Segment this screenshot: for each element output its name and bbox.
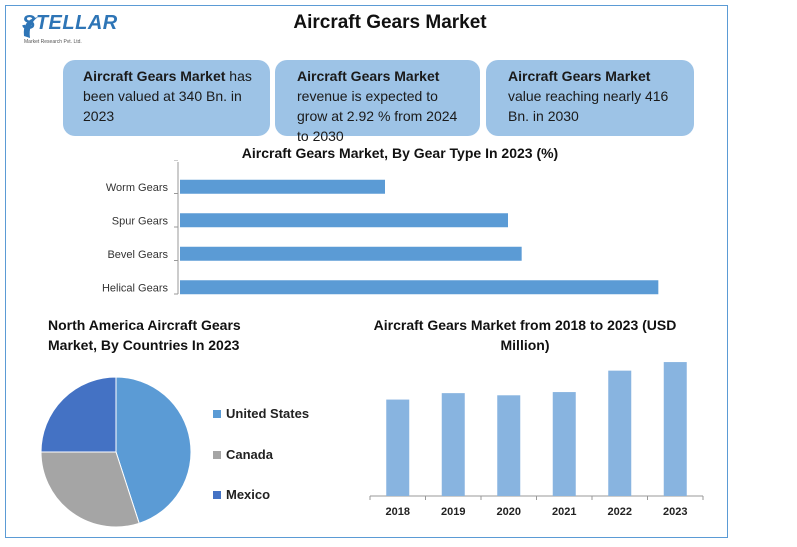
yearly-chart-title: Aircraft Gears Market from 2018 to 2023 …	[373, 317, 677, 353]
legend-item-canada: Canada	[213, 447, 273, 462]
bar-worm-gears	[180, 179, 385, 194]
bar-bevel-gears	[180, 246, 522, 261]
stat-card-text: has been valued at 340 Bn. in 2023	[83, 68, 252, 124]
stat-card-text: value reaching nearly 416 Bn. in 2030	[508, 88, 669, 124]
category-label: Helical Gears	[102, 282, 169, 294]
stat-card-bold: Aircraft Gears Market	[83, 68, 226, 84]
gear-type-chart-title: Aircraft Gears Market, By Gear Type In 2…	[241, 145, 559, 161]
year-label: 2018	[386, 506, 410, 518]
legend-swatch	[213, 490, 221, 499]
category-label: Spur Gears	[112, 215, 169, 227]
stat-card-growth: Aircraft Gears Market revenue is expecte…	[275, 60, 480, 144]
year-label: 2020	[497, 506, 521, 518]
logo-subtext: Market Research Pvt. Ltd.	[24, 39, 82, 45]
legend-item-mexico: Mexico	[213, 487, 270, 502]
stat-card-valuation: Aircraft Gears Market has been valued at…	[63, 60, 270, 136]
bar-helical-gears	[180, 280, 659, 295]
column-2022	[608, 370, 632, 496]
countries-pie-chart	[40, 376, 192, 528]
legend-item-united-states: United States	[213, 406, 309, 421]
bar-spur-gears	[180, 213, 508, 228]
stat-card-bold: Aircraft Gears Market	[508, 68, 651, 84]
column-2021	[552, 392, 576, 496]
logo-text: STELLAR	[22, 12, 118, 34]
stat-card-text: revenue is expected to grow at 2.92 % fr…	[297, 88, 458, 144]
legend-swatch	[213, 409, 221, 418]
year-label: 2019	[441, 506, 465, 518]
gear-type-bar-chart: Worm Gears Spur Gears Bevel Gears Helical G…	[102, 160, 659, 295]
pie-slice-united-states	[115, 376, 192, 524]
legend-label: United States	[226, 406, 310, 421]
column-2019	[441, 393, 465, 496]
infographic-frame	[5, 5, 728, 538]
year-label: 2023	[663, 506, 687, 518]
category-label: Worm Gears	[106, 182, 169, 194]
countries-chart-title: North America Aircraft Gears Market, By …	[48, 317, 241, 353]
stat-card-forecast: Aircraft Gears Market value reaching nea…	[486, 60, 694, 136]
year-label: 2022	[608, 506, 632, 518]
column-2020	[497, 395, 521, 496]
page-title: Aircraft Gears Market	[293, 12, 487, 33]
stellar-logo: STELLAR Market Research Pvt. Ltd.	[22, 10, 117, 56]
legend-label: Canada	[226, 447, 273, 462]
pie-slice-mexico	[40, 376, 117, 453]
legend-swatch	[213, 450, 221, 459]
stat-card-bold: Aircraft Gears Market	[297, 68, 440, 84]
column-2018	[386, 399, 410, 496]
yearly-column-chart: 2018 2019 2020 2021 2022 2023	[369, 362, 704, 518]
year-label: 2021	[552, 506, 576, 518]
column-2023	[663, 362, 687, 496]
category-label: Bevel Gears	[107, 249, 168, 261]
logo-swoosh-icon	[23, 17, 38, 38]
pie-slice-canada	[40, 451, 140, 528]
legend-label: Mexico	[226, 487, 271, 502]
